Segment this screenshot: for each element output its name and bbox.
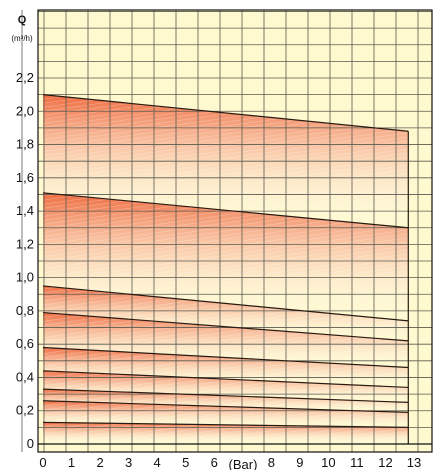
x-tick-label: 10 (321, 455, 335, 470)
plot-border (37, 9, 433, 453)
y-tick-label: 0 (27, 436, 34, 451)
y-tick-label: 0,2 (16, 403, 34, 418)
flow-band-hatch-9 (43, 422, 409, 444)
y-tick-label: 1,0 (16, 270, 34, 285)
flow-curve-6 (42, 370, 409, 389)
flow-band-hatch-6 (43, 370, 409, 403)
flow-curves (38, 94, 432, 445)
y-tick-label: 1,8 (16, 137, 34, 152)
x-tick-label: 11 (350, 455, 364, 470)
x-tick-label: 0 (39, 455, 46, 470)
x-axis-ticks: 0 1 2 3 4 5 6 8 9 10 11 12 13 (39, 455, 421, 470)
x-tick-label: 9 (296, 455, 303, 470)
y-tick-label: 1,2 (16, 236, 34, 251)
flow-curve-8 (42, 400, 409, 413)
flow-band-hatch-7 (43, 389, 409, 413)
flow-band-hatch-3 (43, 285, 409, 341)
flow-curve-7 (42, 388, 409, 404)
y-axis-ticks: 0 0,2 0,4 0,6 0,8 1,0 1,2 1,4 1,6 1,8 2,0 2,2 (16, 70, 34, 451)
flow-band-hatch-4 (43, 312, 409, 368)
flow-curve-3 (42, 285, 409, 322)
y-axis-label: Q (18, 14, 27, 26)
x-tick-label: 1 (68, 455, 75, 470)
x-tick-label: 2 (96, 455, 103, 470)
y-tick-label: 1,4 (16, 203, 34, 218)
y-tick-label: 2,0 (16, 103, 34, 118)
x-tick-label: 12 (378, 455, 392, 470)
y-axis-unit: (m³/h) (11, 34, 33, 43)
y-tick-label: 0,4 (16, 369, 34, 384)
flow-curve-2 (42, 192, 409, 229)
flow-curve-5 (42, 346, 409, 369)
x-tick-label: 6 (211, 455, 218, 470)
x-tick-label: 13 (407, 455, 421, 470)
flow-band-hatch-8 (43, 400, 409, 428)
flow-curve-1 (42, 94, 409, 132)
flow-band-hatch-2 (43, 192, 409, 321)
flow-curve-4 (42, 311, 409, 342)
y-tick-label: 0,8 (16, 303, 34, 318)
x-tick-label: 5 (182, 455, 189, 470)
flow-curve-9 (42, 421, 409, 428)
y-tick-label: 2,2 (16, 70, 34, 85)
x-tick-label: 8 (268, 455, 275, 470)
x-tick-label: 4 (154, 455, 161, 470)
x-axis-label: (Bar) (229, 457, 258, 470)
y-tick-label: 0,6 (16, 336, 34, 351)
x-tick-label: 3 (125, 455, 132, 470)
y-tick-label: 1,6 (16, 170, 34, 185)
